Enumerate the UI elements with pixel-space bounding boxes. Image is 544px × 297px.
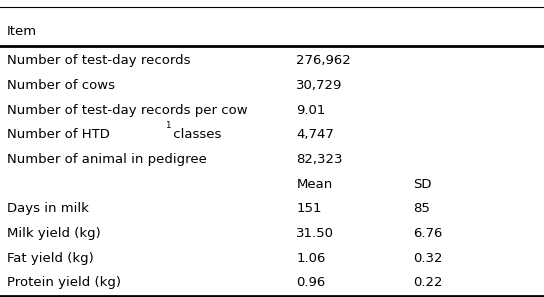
Text: Protein yield (kg): Protein yield (kg) — [7, 276, 121, 289]
Text: Number of test-day records: Number of test-day records — [7, 54, 190, 67]
Text: 0.22: 0.22 — [413, 276, 443, 289]
Text: 31.50: 31.50 — [296, 227, 335, 240]
Text: Number of HTD: Number of HTD — [7, 128, 109, 141]
Text: 6.76: 6.76 — [413, 227, 443, 240]
Text: Item: Item — [7, 25, 36, 38]
Text: 1.06: 1.06 — [296, 252, 326, 265]
Text: Fat yield (kg): Fat yield (kg) — [7, 252, 93, 265]
Text: 1: 1 — [165, 121, 170, 130]
Text: 85: 85 — [413, 202, 430, 215]
Text: Days in milk: Days in milk — [7, 202, 89, 215]
Text: classes: classes — [169, 128, 221, 141]
Text: 0.96: 0.96 — [296, 276, 326, 289]
Text: 0.32: 0.32 — [413, 252, 443, 265]
Text: Number of cows: Number of cows — [7, 79, 115, 92]
Text: Number of test-day records per cow: Number of test-day records per cow — [7, 104, 247, 117]
Text: Mean: Mean — [296, 178, 333, 191]
Text: 276,962: 276,962 — [296, 54, 351, 67]
Text: 151: 151 — [296, 202, 322, 215]
Text: 9.01: 9.01 — [296, 104, 326, 117]
Text: 4,747: 4,747 — [296, 128, 335, 141]
Text: Number of animal in pedigree: Number of animal in pedigree — [7, 153, 206, 166]
Text: 30,729: 30,729 — [296, 79, 343, 92]
Text: Milk yield (kg): Milk yield (kg) — [7, 227, 100, 240]
Text: SD: SD — [413, 178, 432, 191]
Text: 82,323: 82,323 — [296, 153, 343, 166]
